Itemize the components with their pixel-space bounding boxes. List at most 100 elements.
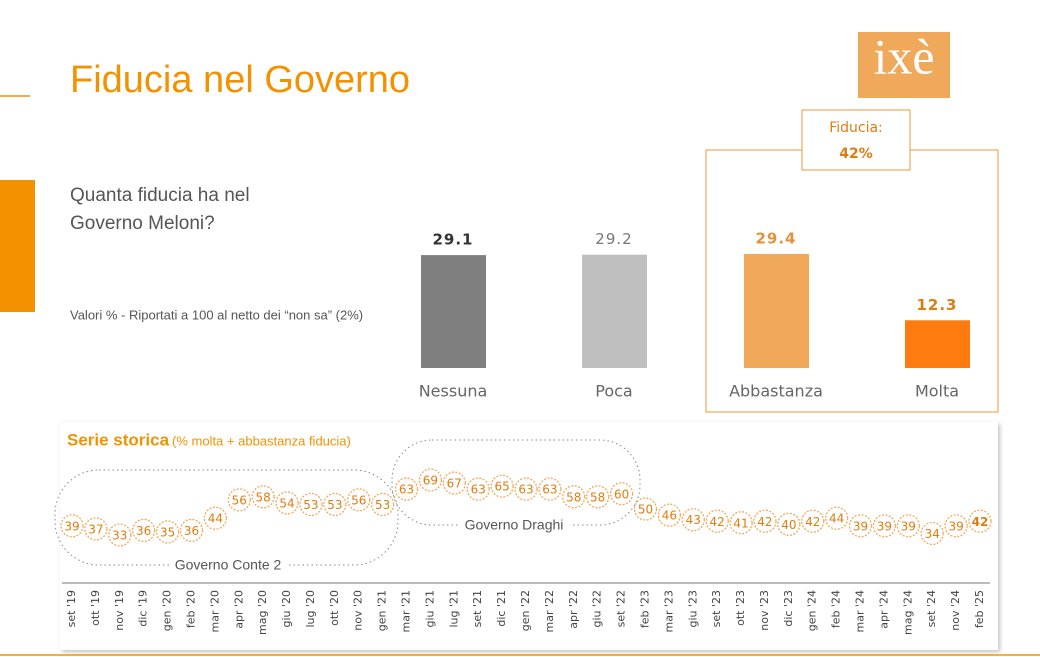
point [466, 477, 490, 501]
point-label: 63 [471, 483, 486, 497]
point-label: 34 [925, 527, 940, 541]
point [609, 482, 634, 506]
point-label: 54 [279, 496, 294, 510]
point [848, 514, 873, 538]
x-tick-label: apr '22 [567, 590, 580, 629]
logo: ixè [873, 28, 934, 84]
point [108, 523, 132, 547]
x-tick-label: apr '20 [232, 590, 245, 629]
point-label: 63 [518, 483, 533, 497]
note: Valori % - Riportati a 100 al netto dei … [70, 307, 363, 322]
value-label: 29.2 [595, 230, 632, 248]
x-tick-label: feb '20 [184, 590, 197, 628]
x-tick-label: ott '20 [328, 590, 341, 626]
point [60, 514, 84, 538]
x-tick-label: set '19 [65, 590, 78, 627]
point [179, 518, 204, 543]
x-tick-label: giu '21 [423, 590, 436, 628]
point [562, 485, 586, 509]
point-label: 44 [829, 512, 844, 526]
point [920, 521, 944, 546]
point [84, 517, 108, 541]
point [633, 497, 658, 521]
point-label: 43 [686, 513, 701, 527]
point [370, 492, 395, 517]
question: Quanta fiducia ha nel [70, 185, 250, 206]
x-tick-label: gen '24 [806, 590, 819, 631]
logo-box [858, 32, 950, 98]
x-tick-label: set '24 [925, 590, 938, 627]
point-label: 42 [710, 515, 725, 529]
point [514, 477, 538, 501]
point-label: 56 [232, 493, 247, 507]
bar [744, 253, 809, 368]
x-tick-label: gen '20 [161, 590, 174, 631]
x-tick-label: nov '24 [949, 590, 962, 631]
bar [905, 320, 970, 368]
point [968, 509, 992, 533]
point-label: 58 [256, 490, 271, 504]
category-label: Molta [915, 382, 959, 401]
value-label: 12.3 [916, 296, 957, 314]
point [227, 488, 251, 512]
point [753, 509, 777, 533]
point-label: 65 [494, 480, 509, 494]
accent-bar [0, 180, 35, 312]
point [729, 511, 753, 535]
x-tick-label: gen '22 [519, 590, 532, 631]
point-label: 41 [733, 516, 748, 530]
point-label: 42 [972, 515, 989, 529]
x-tick-label: mar '22 [543, 590, 556, 633]
period-outline [391, 439, 641, 526]
point [442, 471, 466, 495]
history-panel [60, 422, 998, 650]
period-label: Governo Draghi [465, 517, 564, 533]
point-label: 39 [64, 519, 79, 533]
point-label: 33 [112, 529, 127, 543]
point [705, 509, 729, 533]
point [538, 477, 562, 501]
point [251, 485, 275, 509]
x-tick-label: lug '21 [447, 590, 460, 628]
point [872, 514, 897, 538]
x-tick-label: nov '19 [113, 590, 126, 631]
point-label: 53 [327, 498, 342, 512]
period-label: Governo Conte 2 [175, 557, 282, 573]
value-label: 29.1 [432, 231, 473, 249]
point-label: 58 [590, 490, 605, 504]
label-bg [460, 517, 570, 535]
point-label: 40 [781, 518, 796, 532]
point [944, 514, 968, 538]
x-tick-label: apr '24 [877, 590, 890, 629]
x-tick-label: lug '20 [304, 590, 317, 628]
category-label: Abbastanza [729, 382, 823, 401]
point [347, 488, 371, 512]
point [657, 503, 682, 527]
point [777, 512, 801, 536]
question: Governo Meloni? [70, 213, 215, 234]
point-label: 42 [805, 515, 820, 529]
x-tick-label: mar '23 [662, 590, 675, 633]
x-tick-label: dic '19 [137, 590, 150, 627]
x-tick-label: mar '21 [400, 590, 413, 633]
point-label: 39 [853, 519, 868, 533]
point [299, 492, 323, 517]
point-label: 50 [638, 503, 653, 517]
point [203, 506, 228, 530]
point-label: 69 [423, 474, 438, 488]
point [586, 485, 610, 509]
x-tick-label: gen '21 [376, 590, 389, 631]
history-subtitle: (% molta + abbastanza fiducia) [172, 433, 351, 448]
x-tick-label: set '23 [710, 590, 723, 627]
point-label: 36 [136, 524, 151, 538]
point-label: 39 [948, 519, 963, 533]
x-tick-label: dic '23 [782, 590, 795, 627]
point [490, 474, 514, 498]
annotation-label: Fiducia: [829, 120, 883, 136]
x-tick-label: mar '24 [854, 590, 867, 633]
x-tick-label: feb '25 [973, 590, 986, 628]
x-tick-label: feb '23 [638, 590, 651, 628]
point-label: 37 [88, 522, 103, 536]
label-bg [170, 557, 286, 575]
point [132, 518, 156, 543]
